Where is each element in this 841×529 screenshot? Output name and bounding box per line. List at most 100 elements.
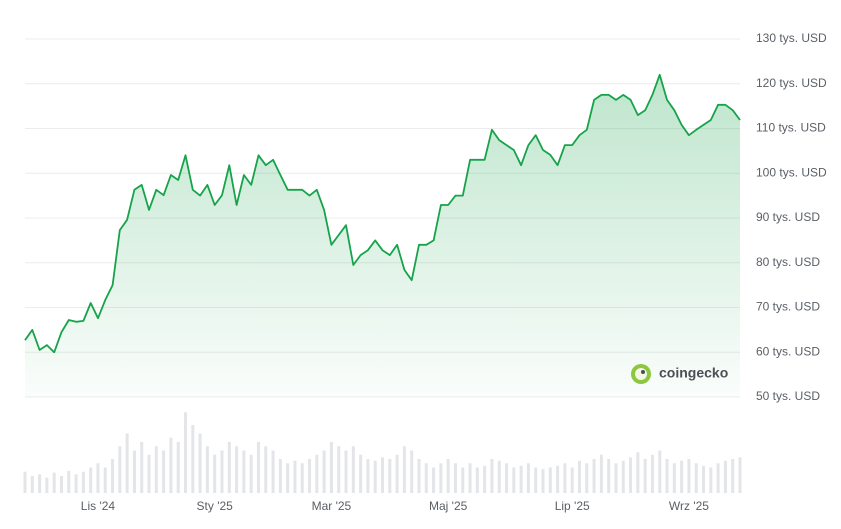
volume-bar — [716, 463, 720, 493]
volume-bar — [329, 442, 333, 493]
volume-bar — [176, 442, 180, 493]
labels: 50 tys. USD 60 tys. USD 70 tys. USD 80 tys.… — [81, 31, 827, 513]
volume-bar — [621, 460, 625, 493]
volume-bar — [162, 450, 166, 493]
volume-bar — [286, 463, 290, 493]
volume-bar — [483, 465, 487, 493]
volume-bar — [614, 463, 618, 493]
volume-bar — [541, 469, 545, 493]
volume-bar — [643, 459, 647, 493]
volume-bar — [680, 460, 684, 493]
logo-eye — [641, 370, 645, 374]
volume-bar — [468, 463, 472, 493]
volume-bar — [125, 433, 129, 493]
volume-bar — [96, 463, 100, 493]
volume-bar — [366, 459, 370, 493]
volume-bar — [505, 463, 509, 493]
volume-bar — [256, 442, 260, 493]
volume-bar — [23, 471, 27, 493]
volume-bar — [169, 437, 173, 493]
volume-bar — [702, 465, 706, 493]
volume-bar — [344, 450, 348, 493]
volume-bar — [417, 459, 421, 493]
volume-bar — [585, 463, 589, 493]
volume-bar — [249, 454, 253, 493]
volume-bar — [45, 477, 49, 493]
volume-bar — [118, 446, 122, 493]
volume-bar — [227, 442, 231, 493]
volume-bar — [147, 454, 151, 493]
x-tick-label: Maj '25 — [429, 499, 468, 513]
volume-bar — [599, 454, 603, 493]
volume-bar — [198, 433, 202, 493]
y-tick-label: 50 tys. USD — [756, 389, 820, 403]
x-tick-label: Lip '25 — [555, 499, 590, 513]
volume-bar — [184, 412, 188, 493]
volume-bar — [67, 470, 71, 493]
volume-bar — [235, 446, 239, 493]
volume-bar — [300, 463, 304, 493]
volume-bar — [220, 450, 224, 493]
volume-bars — [23, 412, 742, 493]
volume-bar — [388, 459, 392, 493]
volume-bar — [475, 467, 479, 493]
y-tick-label: 110 tys. USD — [756, 121, 826, 135]
volume-bar — [264, 446, 268, 493]
volume-bar — [592, 459, 596, 493]
volume-bar — [278, 459, 282, 493]
volume-bar — [271, 450, 275, 493]
y-tick-label: 130 tys. USD — [756, 31, 827, 45]
volume-bar — [607, 459, 611, 493]
y-tick-label: 80 tys. USD — [756, 255, 820, 269]
volume-bar — [395, 454, 399, 493]
volume-bar — [534, 467, 538, 493]
volume-bar — [59, 476, 63, 493]
volume-bar — [709, 467, 713, 493]
volume-bar — [154, 446, 158, 493]
volume-bar — [410, 450, 414, 493]
volume-bar — [205, 446, 209, 493]
volume-bar — [38, 474, 42, 493]
x-tick-label: Sty '25 — [197, 499, 234, 513]
volume-bar — [132, 450, 136, 493]
volume-bar — [52, 472, 56, 493]
volume-bar — [30, 476, 34, 493]
volume-bar — [548, 467, 552, 493]
y-tick-label: 70 tys. USD — [756, 300, 820, 314]
volume-bar — [526, 463, 530, 493]
volume-bar — [351, 446, 355, 493]
volume-bar — [74, 474, 78, 493]
watermark: coingecko — [659, 365, 728, 381]
volume-bar — [315, 454, 319, 493]
volume-bar — [322, 450, 326, 493]
volume-bar — [213, 454, 217, 493]
volume-bar — [556, 465, 560, 493]
y-tick-label: 90 tys. USD — [756, 210, 820, 224]
volume-bar — [738, 457, 742, 493]
volume-bar — [570, 467, 574, 493]
watermark-logo: coingecko — [631, 364, 728, 384]
volume-bar — [519, 465, 523, 493]
price-line — [24, 73, 741, 354]
volume-bar — [629, 457, 633, 493]
volume-bar — [402, 446, 406, 493]
volume-bar — [577, 460, 581, 493]
volume-bar — [308, 459, 312, 493]
volume-bar — [731, 459, 735, 493]
volume-bar — [453, 463, 457, 493]
y-tick-label: 120 tys. USD — [756, 76, 827, 90]
volume-bar — [81, 471, 85, 493]
volume-bar — [337, 446, 341, 493]
y-tick-label: 100 tys. USD — [756, 165, 827, 179]
volume-bar — [665, 459, 669, 493]
price-area — [25, 74, 740, 398]
volume-bar — [512, 467, 516, 493]
volume-bar — [424, 463, 428, 493]
x-tick-label: Wrz '25 — [669, 499, 709, 513]
price-line — [24, 73, 741, 398]
volume-bar — [497, 460, 501, 493]
volume-bar — [672, 463, 676, 493]
volume-bar — [432, 467, 436, 493]
volume-bar — [373, 460, 377, 493]
volume-bar — [140, 442, 144, 493]
